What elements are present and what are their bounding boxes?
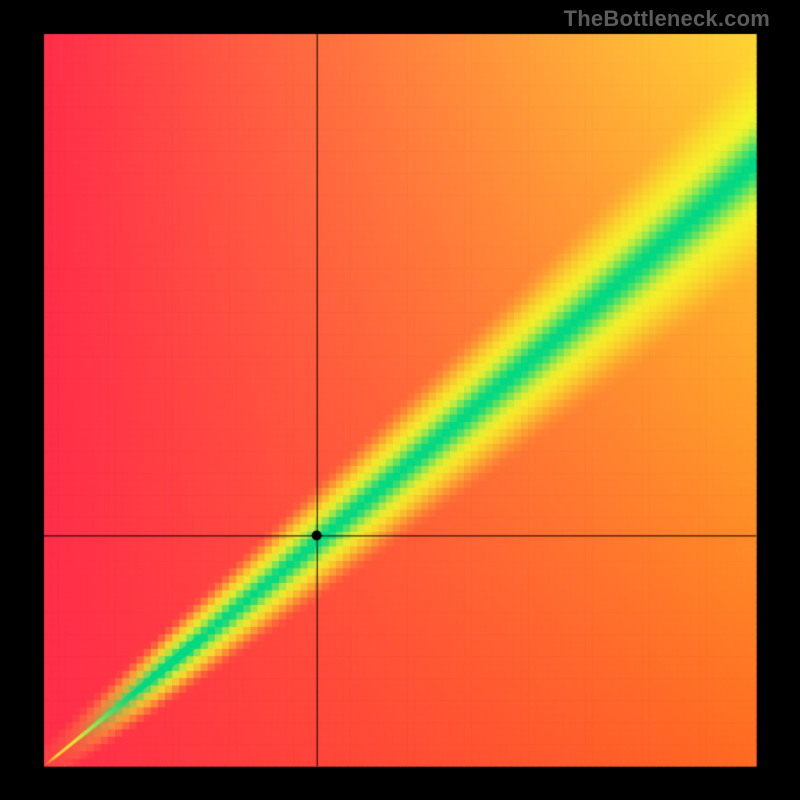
watermark-text: TheBottleneck.com [564,6,770,32]
bottleneck-heatmap [0,0,800,800]
